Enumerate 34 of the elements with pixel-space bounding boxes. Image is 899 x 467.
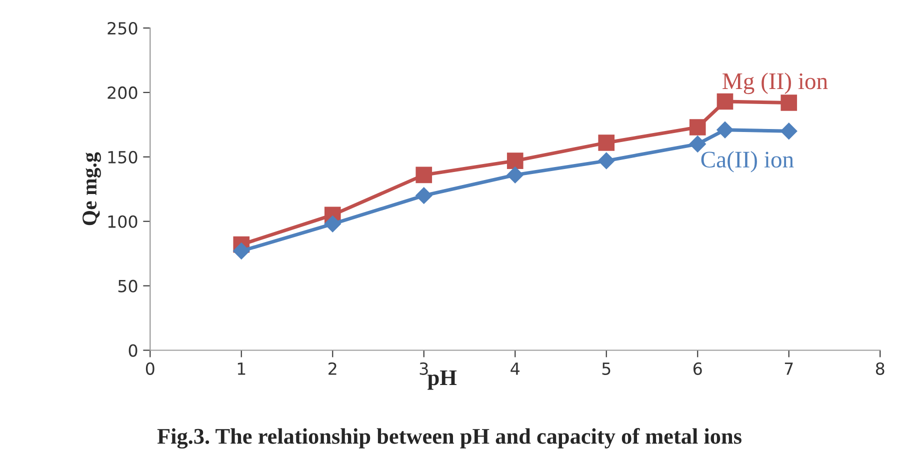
x-tick-label: 7 bbox=[784, 362, 793, 375]
x-axis-title: pH bbox=[428, 370, 457, 390]
y-tick-label: 50 bbox=[118, 280, 138, 292]
point bbox=[598, 134, 615, 151]
x-tick-label: 2 bbox=[328, 362, 336, 375]
point bbox=[689, 136, 706, 152]
x-tick-label: 3 bbox=[420, 362, 428, 375]
point bbox=[324, 216, 342, 232]
y-tick-label: 200 bbox=[108, 86, 138, 100]
x-tick-label: 4 bbox=[510, 362, 520, 375]
point bbox=[780, 94, 798, 111]
y-tick-label: 0 bbox=[128, 344, 138, 357]
point bbox=[716, 121, 734, 138]
x-tick-label: 0 bbox=[146, 362, 154, 375]
y-tick-label: 100 bbox=[108, 215, 138, 228]
y-tick-label: 150 bbox=[108, 150, 138, 164]
y-axis-title: Qe mg.g bbox=[82, 152, 101, 226]
x-tick-label: 8 bbox=[876, 362, 884, 375]
y-tick-label: 250 bbox=[108, 22, 138, 35]
text: Fig.3. The relationship between pH and capacity of metal ions bbox=[157, 428, 742, 449]
point bbox=[716, 93, 734, 110]
point bbox=[416, 166, 432, 184]
point bbox=[233, 242, 250, 260]
point bbox=[689, 119, 706, 136]
x-tick-label: 5 bbox=[602, 362, 610, 375]
point bbox=[598, 152, 615, 170]
series-label: Mg (II) ion bbox=[722, 72, 828, 94]
series-label: Ca(II) ion bbox=[701, 150, 794, 172]
point bbox=[780, 122, 798, 140]
point bbox=[506, 152, 524, 169]
x-tick-label: 1 bbox=[238, 362, 246, 375]
x-tick-label: 6 bbox=[693, 362, 702, 375]
point bbox=[416, 187, 432, 204]
point bbox=[506, 166, 524, 184]
